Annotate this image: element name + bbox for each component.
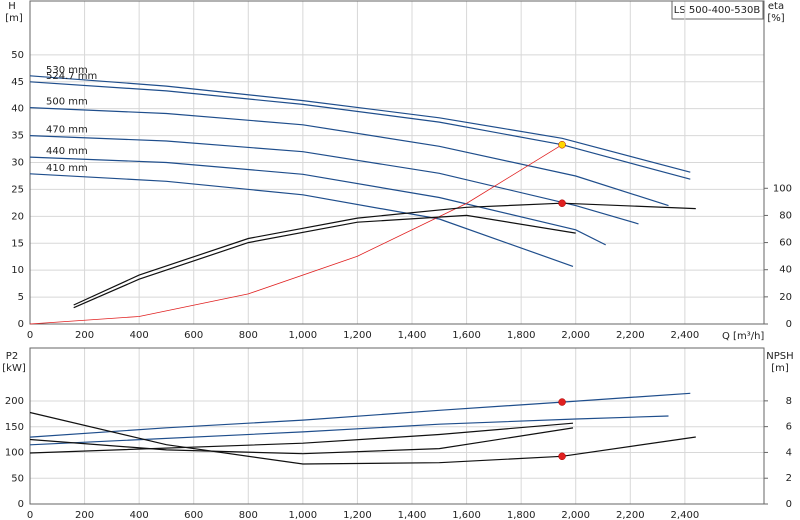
- curve-label: 524.7 mm: [46, 71, 97, 82]
- duty-point: [558, 199, 566, 207]
- y-tick-label: 15: [11, 238, 24, 249]
- curve-label: 440 mm: [46, 146, 88, 157]
- x-tick-label: 0: [27, 510, 33, 520]
- curve: [73, 214, 576, 309]
- x-tick-label: 800: [239, 330, 258, 341]
- curve: [29, 75, 691, 173]
- curve: [29, 415, 669, 446]
- curve: [29, 135, 639, 225]
- y2-tick-label: 8: [786, 396, 792, 407]
- curve-label: 470 mm: [46, 125, 88, 136]
- y2-tick-label: 60: [779, 238, 792, 249]
- y2-label: eta: [768, 1, 784, 12]
- x-tick-label: 0: [27, 330, 33, 341]
- curve-label: 410 mm: [46, 163, 88, 174]
- y2-tick-label: 2: [786, 473, 792, 484]
- y-tick-label: 30: [11, 158, 24, 169]
- curve: [29, 107, 669, 207]
- y2-unit: [%]: [767, 13, 784, 24]
- x-tick-label: 1,000: [289, 330, 318, 341]
- curve: [29, 422, 574, 454]
- curve-label: 530 mm: [46, 65, 88, 76]
- plot-frame: [29, 0, 765, 325]
- curve-label: 500 mm: [46, 97, 88, 108]
- x-tick-label: 1,000: [289, 510, 318, 520]
- x-tick-label: 1,600: [452, 330, 481, 341]
- duty-point: [558, 140, 566, 149]
- curve: [29, 144, 563, 325]
- x-tick-label: 1,800: [507, 510, 536, 520]
- y2-tick-label: 80: [779, 210, 792, 221]
- curve: [29, 156, 606, 246]
- y-tick-label: 45: [11, 77, 24, 88]
- y2-tick-label: 6: [786, 422, 792, 433]
- x-tick-label: 2,000: [561, 330, 590, 341]
- y-tick-label: 25: [11, 184, 24, 195]
- x-tick-label: 800: [239, 510, 258, 520]
- x-tick-label: 1,600: [452, 510, 481, 520]
- y-label: P2: [6, 351, 18, 362]
- y-tick-label: 40: [11, 104, 24, 115]
- curve: [29, 427, 574, 455]
- x-tick-label: 1,200: [343, 330, 372, 341]
- y2-tick-label: 0: [786, 499, 792, 510]
- x-tick-label: 1,400: [398, 330, 427, 341]
- x-tick-label: 600: [184, 330, 203, 341]
- y2-tick-label: 0: [786, 319, 792, 330]
- y-tick-label: 0: [18, 319, 24, 330]
- x-tick-label: 2,200: [616, 330, 645, 341]
- x-tick-label: 1,800: [507, 330, 536, 341]
- curve: [29, 411, 696, 465]
- x-tick-label: 2,200: [616, 510, 645, 520]
- x-tick-label: 1,200: [343, 510, 372, 520]
- y-tick-label: 35: [11, 131, 24, 142]
- y-tick-label: 50: [11, 473, 24, 484]
- x-tick-label: 200: [75, 330, 94, 341]
- x-tick-label: 2,400: [671, 330, 700, 341]
- y2-tick-label: 4: [786, 447, 792, 458]
- curve: [73, 202, 696, 306]
- x-label: Q [m³/h]: [722, 331, 764, 342]
- x-tick-label: 200: [75, 510, 94, 520]
- y-tick-label: 50: [11, 50, 24, 61]
- y-tick-label: 0: [18, 499, 24, 510]
- y-tick-label: 200: [5, 396, 24, 407]
- x-tick-label: 2,400: [671, 510, 700, 520]
- y-label: H: [8, 1, 16, 12]
- model-label: LS 500-400-530B: [674, 5, 761, 16]
- x-tick-label: 2,000: [561, 510, 590, 520]
- curve: [29, 173, 574, 267]
- y2-tick-label: 40: [779, 265, 792, 276]
- x-tick-label: 400: [130, 330, 149, 341]
- y2-label: NPSH: [766, 351, 793, 362]
- x-tick-label: 600: [184, 510, 203, 520]
- plot-frame: [29, 347, 765, 505]
- y-unit: [m]: [5, 13, 23, 24]
- curve: [29, 81, 691, 180]
- y2-tick-label: 20: [779, 292, 792, 303]
- duty-point: [558, 452, 566, 461]
- x-tick-label: 400: [130, 510, 149, 520]
- y-tick-label: 10: [11, 265, 24, 276]
- y-tick-label: 20: [11, 211, 24, 222]
- duty-point: [558, 398, 566, 406]
- y-unit: [kW]: [2, 363, 26, 374]
- x-tick-label: 1,400: [398, 510, 427, 520]
- y-tick-label: 150: [5, 422, 24, 433]
- curve: [29, 392, 691, 438]
- y2-tick-label: 100: [773, 183, 792, 194]
- y-tick-label: 100: [5, 448, 24, 459]
- y-tick-label: 5: [18, 292, 24, 303]
- y2-unit: [m]: [771, 363, 789, 374]
